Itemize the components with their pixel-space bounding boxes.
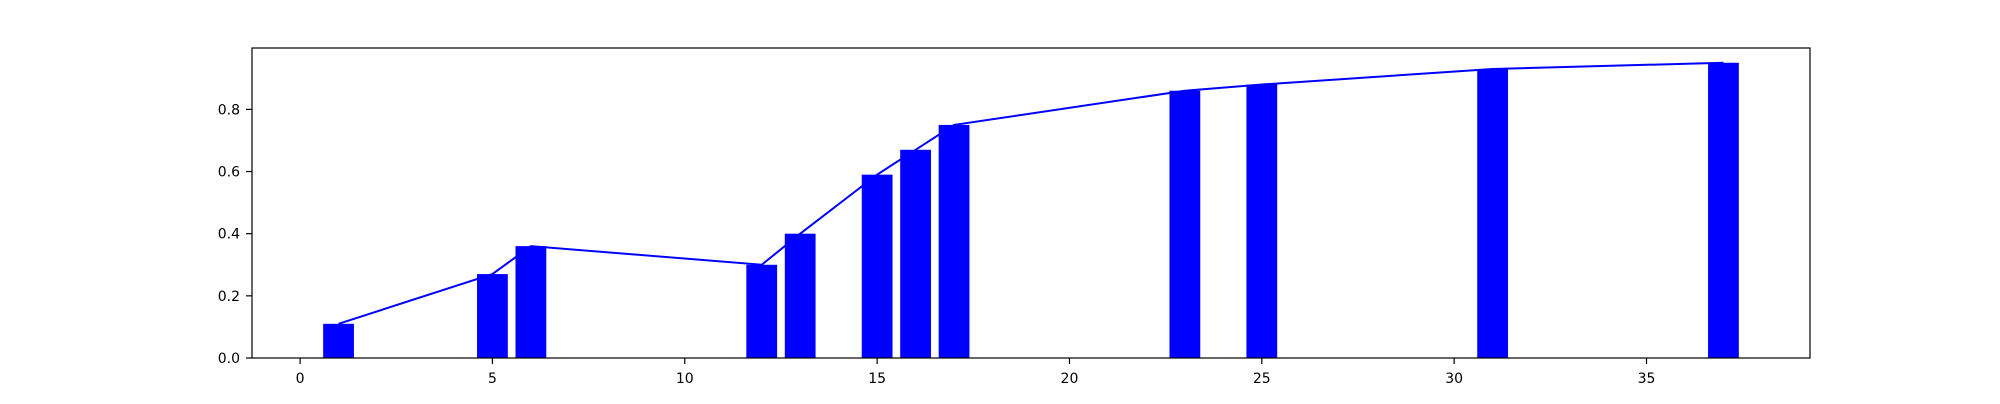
bar [746,264,778,358]
y-tick-label: 0.4 [218,227,240,243]
x-tick-label: 15 [868,371,886,387]
x-tick-label: 0 [296,371,305,387]
bar [1477,68,1509,358]
line-layer [338,61,1724,325]
bar [1246,84,1278,358]
bar [1708,62,1739,359]
x-tick-label: 30 [1445,371,1463,387]
x-tick-label: 35 [1638,371,1656,387]
bar [900,149,931,358]
bar [784,233,816,358]
y-axis: 0.0 0.2 0.4 0.6 0.8 [218,102,252,367]
x-tick-label: 20 [1061,371,1079,387]
bar [938,124,970,358]
bar [323,323,354,358]
y-tick-label: 0.6 [218,165,240,181]
y-tick-label: 0.8 [218,102,240,118]
y-tick-label: 0.0 [218,351,240,367]
bar [861,174,893,358]
x-tick-label: 5 [488,371,497,387]
plot-frame [251,47,1811,359]
x-tick-label: 10 [676,371,694,387]
bar [1169,90,1201,359]
bar [477,274,508,358]
bars-layer [323,62,1739,359]
x-tick-label: 25 [1253,371,1271,387]
bar [515,246,547,358]
y-tick-label: 0.2 [218,289,240,305]
series-line [338,61,1724,325]
x-axis: 0 5 10 15 20 25 30 35 [296,358,1656,387]
